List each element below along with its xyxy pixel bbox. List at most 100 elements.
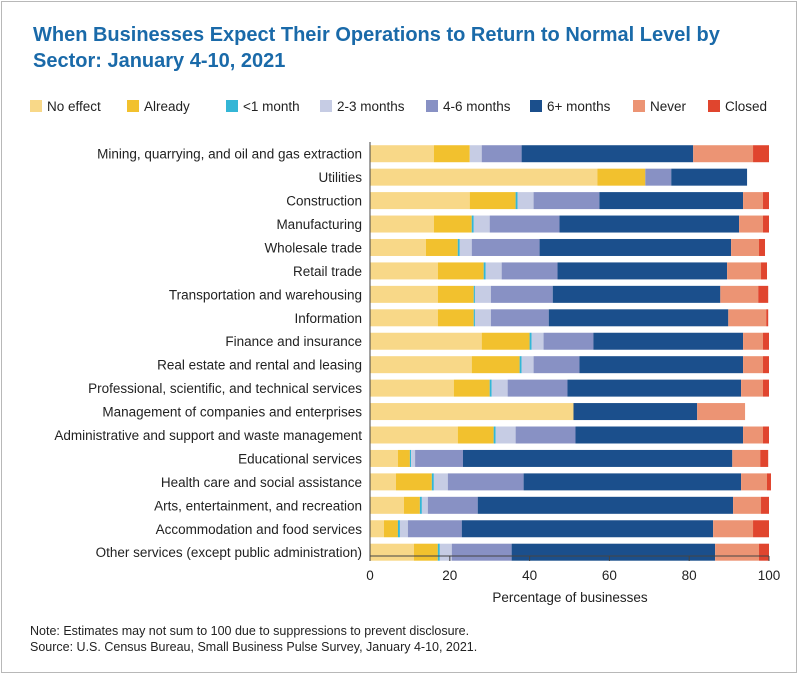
category-label: Retail trade	[293, 264, 362, 279]
category-label: Construction	[286, 194, 362, 209]
bar-segment-never	[727, 262, 762, 280]
legend-swatch	[30, 100, 42, 112]
bar-segment-2-3-months	[421, 496, 428, 514]
x-tick-label: 60	[602, 568, 617, 583]
bar-segment-4-6-months	[447, 473, 524, 491]
legend-label: Closed	[725, 98, 768, 114]
bar-segment-2-3-months	[521, 356, 534, 374]
bar-segment-6-months	[557, 262, 728, 280]
legend-label: 6+ months	[547, 98, 611, 114]
category-label: Utilities	[318, 170, 362, 185]
chart-legend: No effect Already <1 month 2-3 months 4-6 mo…	[30, 96, 790, 116]
bar-segment-closed	[760, 449, 769, 467]
bar-segment-already	[395, 473, 432, 491]
bar-segment-no-effect	[370, 145, 434, 163]
bar-segment-already	[469, 192, 516, 210]
bar-segment-4-6-months	[490, 285, 553, 303]
legend-label: No effect	[47, 98, 101, 114]
bar-segment-6-months	[559, 215, 740, 233]
bar-segment-already	[383, 520, 398, 538]
bar-segment-1-month	[471, 215, 474, 233]
bar-segment-6-months	[573, 403, 698, 421]
bar-segment-2-3-months	[411, 449, 416, 467]
bar-segment-2-3-months	[459, 238, 472, 256]
legend-label: Already	[144, 98, 190, 114]
bar-segment-already	[597, 168, 646, 186]
bar-segment-2-3-months	[474, 309, 491, 327]
bar-segment-closed	[761, 262, 768, 280]
bar-segment-closed	[753, 145, 769, 163]
bar-segment-already	[433, 145, 470, 163]
bar-segment-6-months	[567, 379, 742, 397]
bar-segment-4-6-months	[427, 496, 478, 514]
x-tick-label: 40	[522, 568, 537, 583]
category-label: Manufacturing	[276, 217, 362, 232]
bar-segment-2-3-months	[399, 520, 408, 538]
bar-segment-1-month	[419, 496, 422, 514]
bar-segment-6-months	[461, 520, 714, 538]
bar-segment-1-month	[529, 332, 532, 350]
bar-segment-no-effect	[370, 356, 472, 374]
bar-segment-never	[743, 426, 764, 444]
bar-segment-no-effect	[370, 426, 458, 444]
bar-segment-never	[731, 238, 760, 256]
bar-segment-4-6-months	[451, 543, 512, 561]
bar-segment-no-effect	[370, 473, 396, 491]
bar-segment-2-3-months	[473, 215, 490, 233]
bar-segment-2-3-months	[474, 285, 491, 303]
category-label: Real estate and rental and leasing	[157, 358, 362, 373]
bar-segment-4-6-months	[481, 145, 522, 163]
category-label: Finance and insurance	[225, 334, 362, 349]
footnote-source: Source: U.S. Census Bureau, Small Busine…	[30, 640, 478, 654]
bar-segment-2-3-months	[495, 426, 516, 444]
chart-title: When Businesses Expect Their Operations …	[33, 24, 720, 72]
bar-segment-2-3-months	[517, 192, 534, 210]
x-axis-label: Percentage of businesses	[492, 590, 648, 605]
bar-segment-2-3-months	[485, 262, 502, 280]
x-tick-label: 100	[758, 568, 781, 583]
bar-segment-4-6-months	[645, 168, 672, 186]
bar-segment-never	[697, 403, 746, 421]
category-label: Accommodation and food services	[156, 522, 363, 537]
bar-segment-4-6-months	[490, 309, 549, 327]
category-label: Professional, scientific, and technical …	[88, 381, 362, 396]
footnote-note: Note: Estimates may not sum to 100 due t…	[30, 624, 470, 638]
bar-segment-6-months	[671, 168, 748, 186]
legend-item-no-effect: No effect	[30, 96, 101, 116]
bar-segment-already	[433, 215, 472, 233]
bar-segment-no-effect	[370, 543, 414, 561]
bar-segment-already	[481, 332, 530, 350]
bar-segment-closed	[763, 215, 769, 233]
legend-item-2-3-months: 2-3 months	[320, 96, 405, 116]
bar-segment-never	[743, 192, 764, 210]
bar-segment-1-month	[489, 379, 492, 397]
legend-item-never: Never	[633, 96, 686, 116]
bar-segment-closed	[761, 496, 769, 514]
category-label: Wholesale trade	[264, 240, 362, 255]
bar-segment-2-3-months	[531, 332, 544, 350]
bar-segment-4-6-months	[415, 449, 463, 467]
bar-segment-1-month	[431, 473, 434, 491]
legend-label: 4-6 months	[443, 98, 511, 114]
legend-item-already: Already	[127, 96, 190, 116]
bar-segment-6-months	[593, 332, 744, 350]
bar-segment-already	[403, 496, 420, 514]
legend-swatch	[320, 100, 332, 112]
bar-segment-already	[453, 379, 490, 397]
bar-segment-6-months	[511, 543, 716, 561]
legend-swatch	[633, 100, 645, 112]
bar-segment-1-month	[409, 449, 412, 467]
bar-segment-never	[713, 520, 754, 538]
bar-segment-closed	[763, 332, 769, 350]
bar-segment-no-effect	[370, 168, 598, 186]
category-label: Arts, entertainment, and recreation	[154, 498, 362, 513]
bar-segment-closed	[766, 309, 769, 327]
bar-segment-closed	[763, 379, 769, 397]
bar-segment-1-month	[457, 238, 460, 256]
bar-segment-6-months	[462, 449, 733, 467]
bar-segment-1-month	[437, 543, 440, 561]
bar-segment-never	[741, 473, 768, 491]
legend-label: 2-3 months	[337, 98, 405, 114]
category-label: Administrative and support and waste man…	[54, 428, 362, 443]
